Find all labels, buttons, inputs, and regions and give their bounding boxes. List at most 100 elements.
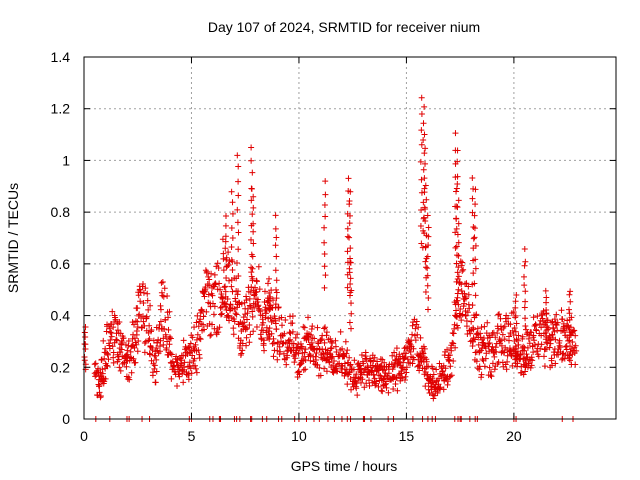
data-point (491, 353, 498, 360)
data-point (572, 342, 579, 349)
data-point (470, 335, 477, 342)
data-point (161, 326, 168, 333)
data-point (494, 330, 501, 337)
data-point (421, 189, 428, 196)
data-point (166, 341, 173, 348)
data-point (421, 345, 428, 352)
data-point (210, 311, 217, 318)
data-point (246, 295, 253, 302)
data-point (115, 356, 122, 363)
data-point (382, 381, 389, 388)
data-point (501, 323, 508, 330)
data-point (272, 320, 279, 327)
data-point (437, 384, 444, 391)
data-point (235, 178, 242, 185)
data-point (446, 357, 453, 364)
data-point (228, 283, 235, 290)
data-point (281, 330, 288, 337)
data-point (402, 344, 409, 351)
data-point (241, 319, 248, 326)
data-point (256, 305, 263, 312)
data-point (420, 199, 427, 206)
data-point (108, 333, 115, 340)
data-point (465, 291, 472, 298)
data-point (564, 317, 571, 324)
data-point (243, 334, 250, 341)
data-point (535, 353, 542, 360)
data-point (249, 308, 256, 315)
data-point (296, 371, 303, 378)
data-point (317, 372, 324, 379)
data-point (235, 163, 242, 170)
data-point (280, 350, 287, 357)
data-point (363, 380, 370, 387)
data-point (110, 324, 117, 331)
data-point (132, 318, 139, 325)
data-point (103, 362, 110, 369)
data-point (223, 254, 230, 261)
data-point (348, 300, 355, 307)
data-point (321, 263, 328, 270)
data-point (302, 366, 309, 373)
data-point (146, 322, 153, 329)
data-point (420, 120, 427, 127)
data-point (567, 357, 574, 364)
data-point (421, 103, 428, 110)
data-point (116, 318, 123, 325)
plot-frame (83, 56, 617, 420)
data-point (218, 291, 225, 298)
data-point (552, 336, 559, 343)
data-point (270, 340, 277, 347)
data-point (151, 362, 158, 369)
data-point (422, 383, 429, 390)
data-point (244, 325, 251, 332)
data-point (321, 365, 328, 372)
data-point (509, 362, 516, 369)
data-point (322, 191, 329, 198)
data-point (391, 349, 398, 356)
data-point (520, 371, 527, 378)
data-point (551, 328, 558, 335)
data-point (194, 331, 201, 338)
data-point (422, 258, 429, 265)
data-point (504, 358, 511, 365)
data-point (528, 329, 535, 336)
data-point (444, 346, 451, 353)
data-point (113, 337, 120, 344)
data-point (558, 307, 565, 314)
data-point (542, 346, 549, 353)
data-point (463, 317, 470, 324)
data-point (424, 253, 431, 260)
data-point (563, 346, 570, 353)
data-point (205, 273, 212, 280)
data-point (417, 334, 424, 341)
data-point (440, 386, 447, 393)
data-point (220, 250, 227, 257)
data-point (203, 308, 210, 315)
data-point (229, 210, 236, 217)
data-point (133, 331, 140, 338)
data-point (123, 363, 130, 370)
data-point (135, 292, 142, 299)
data-point (323, 368, 330, 375)
data-point (285, 337, 292, 344)
data-point (344, 248, 351, 255)
data-point (302, 346, 309, 353)
data-point (191, 324, 198, 331)
y-axis-ticks: 0 0.2 0.4 0.6 0.8 1 1.2 1.4 (51, 49, 616, 427)
data-point (301, 349, 308, 356)
data-point (484, 319, 491, 326)
data-point (283, 361, 290, 368)
y-tick-label: 1 (62, 152, 70, 168)
data-point (482, 355, 489, 362)
data-point (361, 384, 368, 391)
data-point (118, 346, 125, 353)
data-point (359, 376, 366, 383)
data-point (415, 324, 422, 331)
data-point (453, 225, 460, 232)
data-point (326, 359, 333, 366)
data-point (153, 356, 160, 363)
data-point (334, 368, 341, 375)
data-point (327, 335, 334, 342)
data-point (422, 182, 429, 189)
